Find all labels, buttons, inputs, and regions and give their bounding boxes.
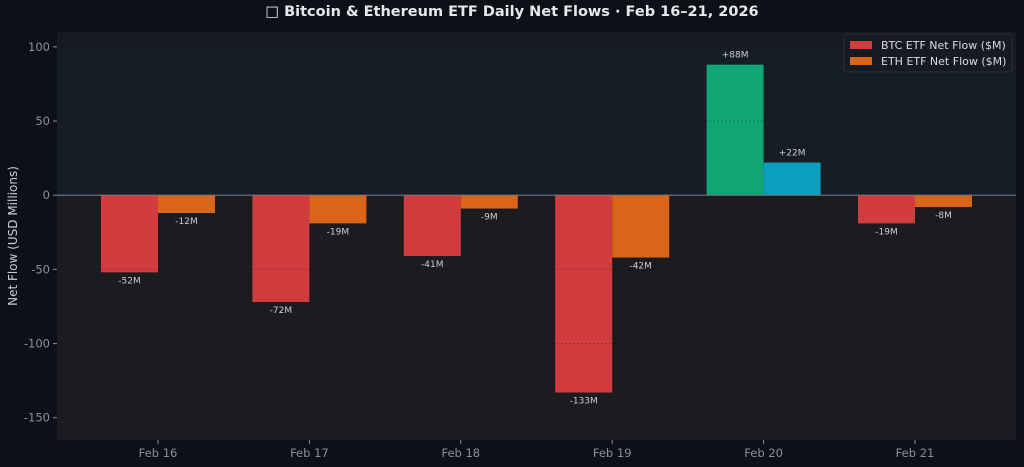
data-label: -12M [175, 217, 197, 227]
y-tick-label: -150 [24, 411, 50, 425]
legend-swatch [850, 57, 872, 65]
x-tick-label: Feb 17 [290, 446, 329, 460]
bar-eth-0 [158, 195, 215, 214]
bar-eth-1 [309, 195, 367, 224]
chart-title: □ Bitcoin & Ethereum ETF Daily Net Flows… [265, 4, 759, 20]
bar-eth-4 [763, 162, 821, 196]
x-tick-label: Feb 19 [593, 446, 632, 460]
x-tick-label: Feb 16 [139, 446, 178, 460]
bar-btc-5 [858, 195, 915, 224]
data-label: -9M [481, 213, 498, 223]
data-label: -42M [629, 262, 651, 272]
x-tick-label: Feb 18 [441, 446, 480, 460]
y-tick-label: -100 [24, 337, 50, 351]
bar-eth-5 [915, 195, 972, 208]
data-label: -52M [118, 276, 140, 286]
x-tick-label: Feb 21 [896, 446, 935, 460]
data-label: -72M [270, 306, 292, 316]
data-label: -41M [421, 260, 443, 270]
bar-btc-1 [252, 195, 310, 303]
data-label: -19M [327, 227, 349, 237]
y-tick-label: -50 [31, 262, 50, 276]
bar-btc-2 [403, 195, 461, 257]
data-label: +88M [722, 51, 749, 61]
legend-box [843, 33, 1013, 73]
plot-background-negative [57, 195, 1016, 440]
data-label: -8M [935, 211, 952, 221]
legend-label: ETH ETF Net Flow ($M) [881, 55, 1006, 68]
bar-btc-4 [706, 64, 764, 196]
legend-label: BTC ETF Net Flow ($M) [881, 39, 1006, 52]
x-tick-label: Feb 20 [744, 446, 783, 460]
y-tick-label: 100 [28, 40, 50, 54]
data-label: +22M [779, 149, 806, 159]
data-label: -19M [875, 227, 897, 237]
y-axis-label: Net Flow (USD Millions) [6, 166, 20, 306]
y-tick-label: 0 [43, 188, 50, 202]
legend-swatch [850, 41, 872, 49]
data-label: -133M [570, 397, 598, 407]
bar-btc-3 [555, 195, 613, 393]
bar-eth-2 [460, 195, 518, 209]
bar-btc-0 [101, 195, 158, 273]
y-tick-label: 50 [35, 114, 50, 128]
plot-background-top [57, 32, 1016, 47]
bar-eth-3 [612, 195, 670, 258]
